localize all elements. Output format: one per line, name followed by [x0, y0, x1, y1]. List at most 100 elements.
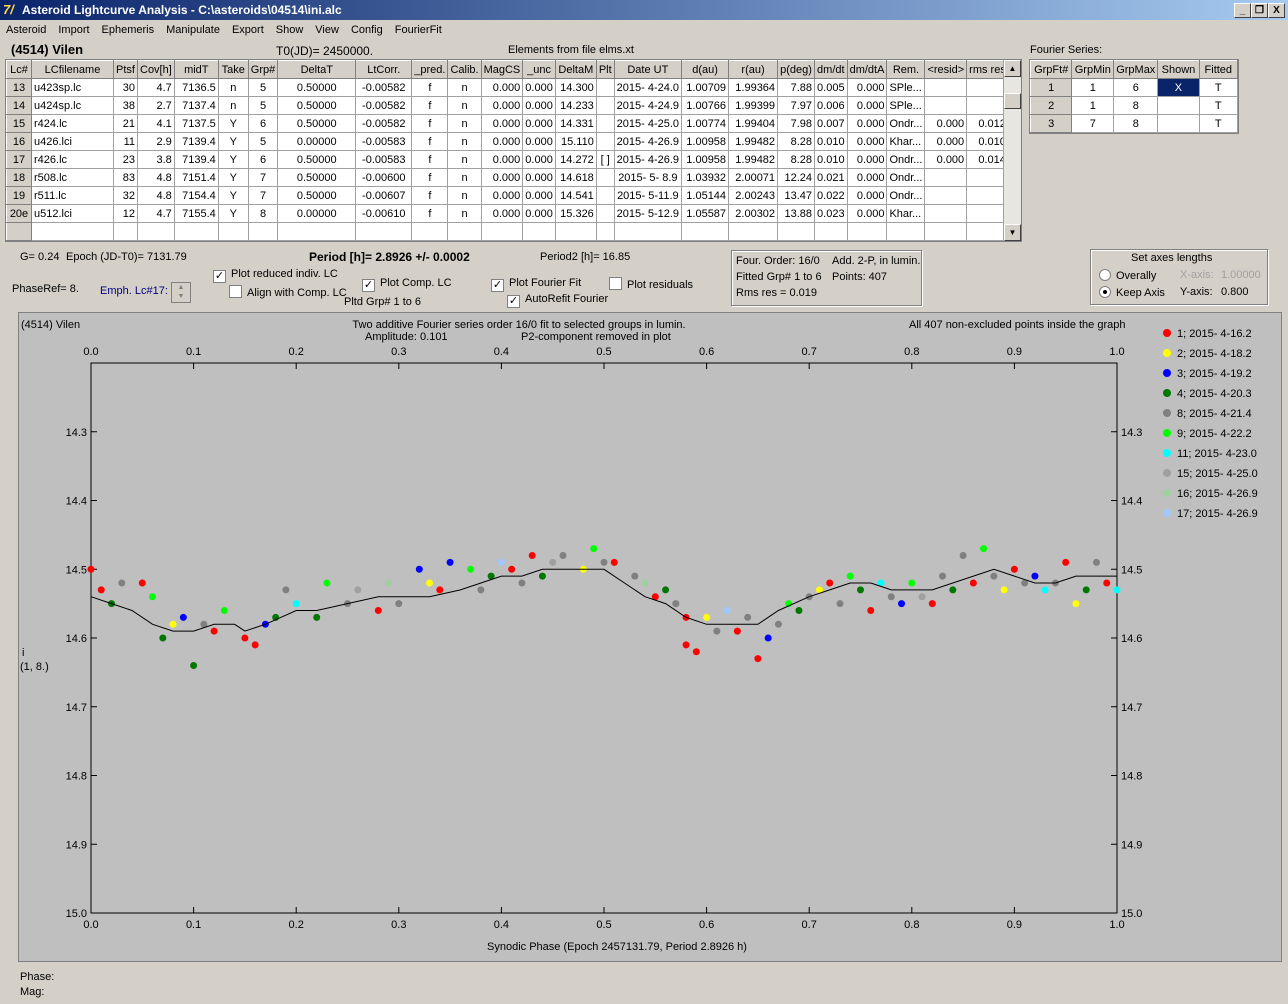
- table-cell[interactable]: 2015- 4-24.0: [613, 78, 683, 97]
- table-cell[interactable]: f: [411, 96, 449, 115]
- table-cell[interactable]: [924, 222, 968, 241]
- scroll-down-button[interactable]: ▼: [1004, 224, 1021, 241]
- fourier-cell[interactable]: [1157, 114, 1200, 133]
- plot-fourier-check-box[interactable]: ✓: [491, 279, 504, 292]
- table-cell[interactable]: 0.000: [522, 132, 556, 151]
- table-cell[interactable]: 0.000: [480, 114, 524, 133]
- table-cell[interactable]: r424.lc: [31, 114, 114, 133]
- close-button[interactable]: X: [1268, 3, 1285, 18]
- table-row[interactable]: 20e u512.lci 12 4.7 7155.4 Y 8 0.00000 -0.00610 f…: [6, 204, 1009, 223]
- table-cell[interactable]: [924, 78, 968, 97]
- plot-comp-checkbox[interactable]: ✓ Plot Comp. LC: [362, 277, 452, 292]
- table-cell[interactable]: u512.lci: [31, 204, 114, 223]
- table-cell[interactable]: 1.00766: [681, 96, 730, 115]
- table-cell[interactable]: 1.99482: [728, 150, 779, 169]
- table-cell[interactable]: n: [447, 204, 482, 223]
- y-axis-value[interactable]: 0.800: [1221, 286, 1249, 298]
- table-cell[interactable]: 7.97: [777, 96, 816, 115]
- table-cell[interactable]: Ondr...: [886, 168, 926, 187]
- table-cell[interactable]: 0.000: [480, 186, 524, 205]
- emph-lc-spinner[interactable]: ▲ ▼: [171, 282, 191, 303]
- plot-residuals-checkbox[interactable]: Plot residuals: [609, 277, 693, 291]
- table-cell[interactable]: 0.50000: [277, 96, 357, 115]
- plot-reduced-checkbox[interactable]: ✓ Plot reduced indiv. LC: [213, 268, 338, 283]
- table-cell[interactable]: 8.28: [777, 132, 816, 151]
- table-cell[interactable]: 0.000: [522, 186, 556, 205]
- table-cell[interactable]: [6, 222, 32, 241]
- fourier-column-header[interactable]: Shown: [1157, 60, 1200, 79]
- table-cell[interactable]: n: [217, 78, 249, 97]
- table-cell[interactable]: 0.000: [924, 132, 968, 151]
- table-cell[interactable]: 0.00000: [277, 204, 357, 223]
- column-header[interactable]: Calib.: [447, 60, 482, 79]
- table-cell[interactable]: r511.lc: [31, 186, 114, 205]
- table-cell[interactable]: 0.000: [924, 150, 968, 169]
- table-cell[interactable]: 7155.4: [173, 204, 219, 223]
- table-cell[interactable]: 15: [6, 114, 32, 133]
- table-cell[interactable]: 7: [247, 186, 279, 205]
- table-cell[interactable]: n: [447, 168, 482, 187]
- table-cell[interactable]: n: [447, 114, 482, 133]
- table-cell[interactable]: 0.000: [846, 114, 888, 133]
- scroll-up-button[interactable]: ▲: [1004, 60, 1021, 77]
- table-cell[interactable]: 83: [113, 168, 138, 187]
- table-cell[interactable]: [924, 168, 968, 187]
- menu-manipulate[interactable]: Manipulate: [166, 24, 220, 36]
- table-cell[interactable]: 15.110: [554, 132, 597, 151]
- table-cell[interactable]: 1.00958: [681, 150, 730, 169]
- column-header[interactable]: MagCS: [480, 60, 524, 79]
- table-cell[interactable]: 7137.5: [173, 114, 219, 133]
- table-cell[interactable]: 14.618: [554, 168, 597, 187]
- table-cell[interactable]: 1.05587: [681, 204, 730, 223]
- table-cell[interactable]: -0.00583: [355, 132, 413, 151]
- menu-ephemeris[interactable]: Ephemeris: [101, 24, 155, 36]
- table-row[interactable]: 16 u426.lci 11 2.9 7139.4 Y 5 0.00000 -0.00583 f n…: [6, 132, 1009, 151]
- table-cell[interactable]: 14.331: [554, 114, 597, 133]
- table-cell[interactable]: 0.000: [522, 168, 556, 187]
- fourier-cell[interactable]: T: [1198, 114, 1238, 133]
- table-cell[interactable]: 7151.4: [173, 168, 219, 187]
- table-cell[interactable]: 16: [6, 132, 32, 151]
- fourier-cell[interactable]: 7: [1071, 114, 1115, 133]
- column-header[interactable]: d(au): [681, 60, 730, 79]
- overally-radio-circle[interactable]: [1099, 269, 1111, 281]
- table-cell[interactable]: n: [447, 150, 482, 169]
- table-cell[interactable]: 4.8: [137, 186, 175, 205]
- table-cell[interactable]: 0.022: [814, 186, 848, 205]
- table-cell[interactable]: 1.99404: [728, 114, 779, 133]
- table-cell[interactable]: [522, 222, 556, 241]
- table-cell[interactable]: 13: [6, 78, 32, 97]
- table-cell[interactable]: -0.00582: [355, 78, 413, 97]
- table-cell[interactable]: 2015- 4-24.9: [613, 96, 683, 115]
- table-cell[interactable]: [173, 222, 219, 241]
- fourier-column-header[interactable]: GrpMax: [1113, 60, 1159, 79]
- table-cell[interactable]: 0.00000: [277, 132, 357, 151]
- table-row[interactable]: 14 u424sp.lc 38 2.7 7137.4 n 5 0.50000 -0.00582 f…: [6, 96, 1009, 115]
- table-cell[interactable]: 8: [247, 204, 279, 223]
- table-cell[interactable]: 14.272: [554, 150, 597, 169]
- minimize-button[interactable]: _: [1234, 3, 1251, 18]
- table-cell[interactable]: [554, 222, 597, 241]
- table-cell[interactable]: 7139.4: [173, 150, 219, 169]
- column-header[interactable]: Lc#: [6, 60, 32, 79]
- fourier-cell[interactable]: X: [1157, 78, 1200, 97]
- table-cell[interactable]: 1.99482: [728, 132, 779, 151]
- column-header[interactable]: dm/dt: [814, 60, 848, 79]
- table-cell[interactable]: 20e: [6, 204, 32, 223]
- table-cell[interactable]: 2.9: [137, 132, 175, 151]
- column-header[interactable]: midT: [173, 60, 219, 79]
- table-cell[interactable]: -0.00600: [355, 168, 413, 187]
- table-cell[interactable]: 0.000: [480, 132, 524, 151]
- fourier-cell[interactable]: 6: [1113, 78, 1159, 97]
- table-cell[interactable]: 0.000: [522, 96, 556, 115]
- table-cell[interactable]: [728, 222, 779, 241]
- column-header[interactable]: dm/dtA: [846, 60, 888, 79]
- table-row[interactable]: 19 r511.lc 32 4.8 7154.4 Y 7 0.50000 -0.00607 f n 0…: [6, 186, 1009, 205]
- table-cell[interactable]: Y: [217, 204, 249, 223]
- table-cell[interactable]: 1.03932: [681, 168, 730, 187]
- table-cell[interactable]: [ ]: [595, 150, 615, 169]
- column-header[interactable]: Take: [217, 60, 249, 79]
- table-cell[interactable]: [595, 222, 615, 241]
- table-cell[interactable]: 7.98: [777, 114, 816, 133]
